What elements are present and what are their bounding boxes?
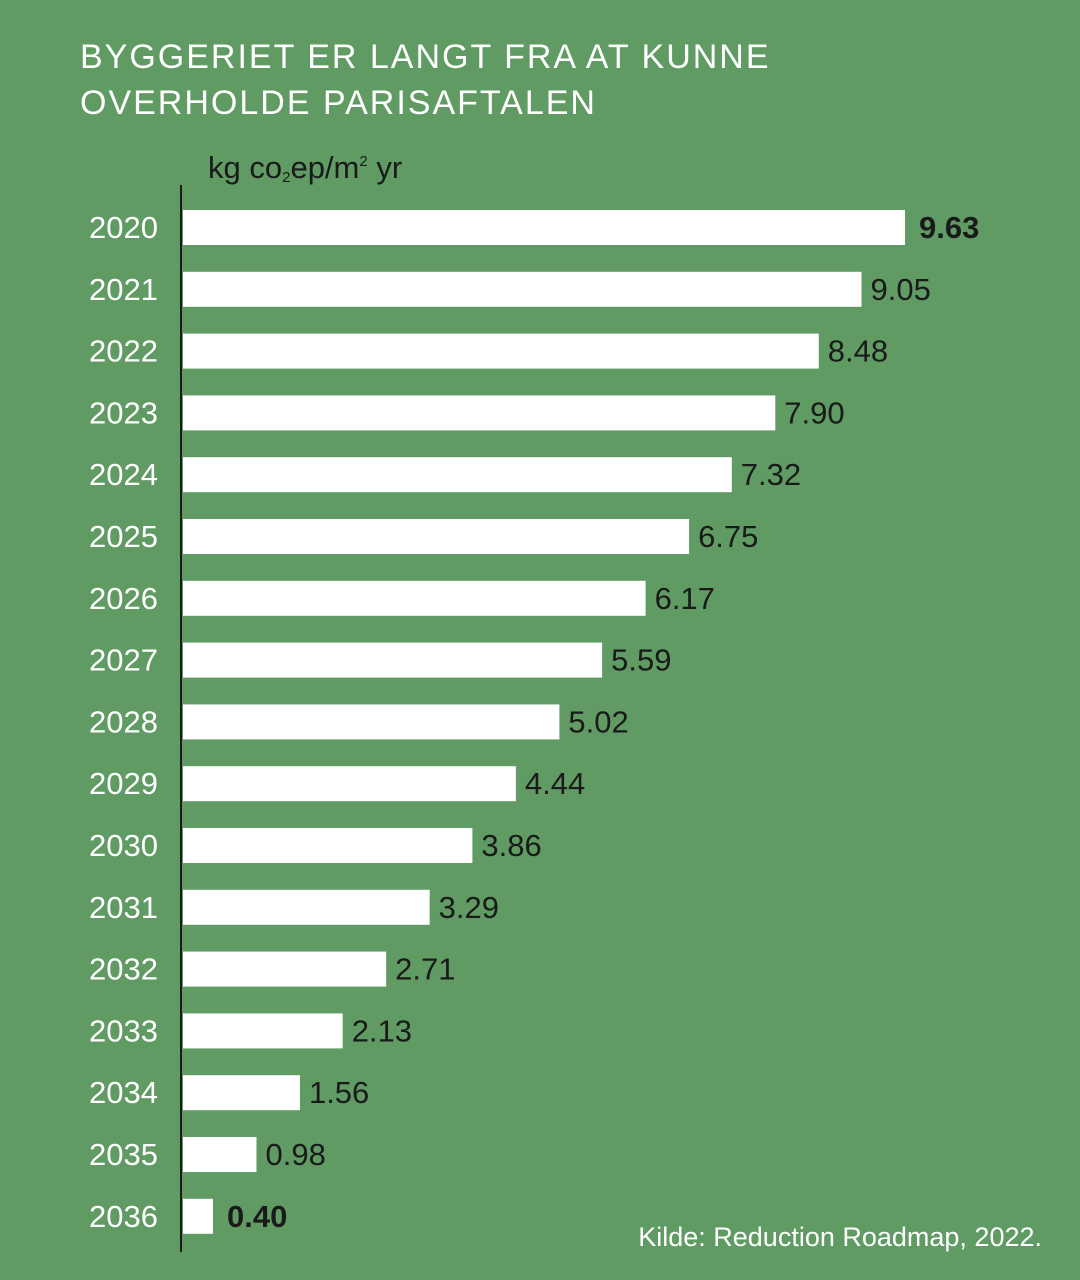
unit-part-1: kg co (208, 150, 283, 185)
data-label: 4.44 (525, 766, 585, 801)
title-line-1: BYGGERIET ER LANGT FRA AT KUNNE (80, 38, 771, 76)
category-label: 2022 (89, 334, 158, 369)
data-label: 8.48 (828, 334, 888, 369)
bar (183, 1137, 257, 1172)
unit-superscript: 2 (359, 153, 368, 170)
category-label: 2027 (89, 643, 158, 678)
category-label: 2033 (89, 1013, 158, 1048)
data-label: 3.86 (481, 828, 541, 863)
data-label: 0.98 (265, 1137, 325, 1172)
category-label: 2028 (89, 704, 158, 739)
category-label: 2030 (89, 828, 158, 863)
data-label: 5.02 (568, 704, 628, 739)
data-label: 9.63 (919, 210, 979, 245)
bar (183, 642, 603, 678)
chart-title: BYGGERIET ER LANGT FRA AT KUNNE OVERHOLD… (80, 34, 771, 126)
bar (183, 1198, 213, 1234)
bar (183, 1075, 300, 1111)
axis-unit-label: kg co2ep/m2 yr (208, 150, 402, 186)
category-label: 2031 (89, 890, 158, 925)
category-label: 2029 (89, 766, 158, 801)
bar (183, 333, 819, 369)
bar (183, 395, 776, 431)
category-label: 2023 (89, 395, 158, 430)
category-label: 2025 (89, 519, 158, 554)
data-label: 9.05 (871, 272, 931, 307)
unit-part-3: yr (367, 150, 403, 185)
category-label: 2035 (89, 1137, 158, 1172)
data-label: 2.71 (395, 952, 455, 987)
data-label: 7.90 (784, 395, 844, 430)
data-label: 6.75 (698, 519, 758, 554)
data-label: 5.59 (611, 643, 671, 678)
category-label: 2024 (89, 457, 158, 492)
bar (183, 271, 862, 307)
data-label: 3.29 (439, 890, 499, 925)
category-label: 2034 (89, 1075, 158, 1110)
source-note: Kilde: Reduction Roadmap, 2022. (638, 1222, 1042, 1252)
category-label: 2036 (89, 1199, 158, 1234)
bar (183, 951, 387, 987)
data-label: 6.17 (655, 581, 715, 616)
unit-subscript: 2 (282, 169, 291, 186)
category-label: 2032 (89, 952, 158, 987)
bar (183, 519, 690, 554)
data-label: 1.56 (309, 1075, 369, 1110)
data-label: 0.40 (227, 1199, 287, 1234)
bar (183, 828, 473, 863)
category-label: 2026 (89, 581, 158, 616)
data-label: 2.13 (352, 1013, 412, 1048)
bar (183, 889, 430, 925)
category-label: 2020 (89, 210, 158, 245)
category-label: 2021 (89, 272, 158, 307)
bar (183, 210, 905, 245)
bar (183, 457, 732, 493)
data-label: 7.32 (741, 457, 801, 492)
bar (183, 1013, 343, 1049)
bar (183, 580, 646, 616)
bar (183, 766, 516, 802)
bar (183, 704, 560, 740)
unit-part-2: ep/m (290, 150, 360, 185)
title-line-2: OVERHOLDE PARISAFTALEN (80, 84, 597, 122)
